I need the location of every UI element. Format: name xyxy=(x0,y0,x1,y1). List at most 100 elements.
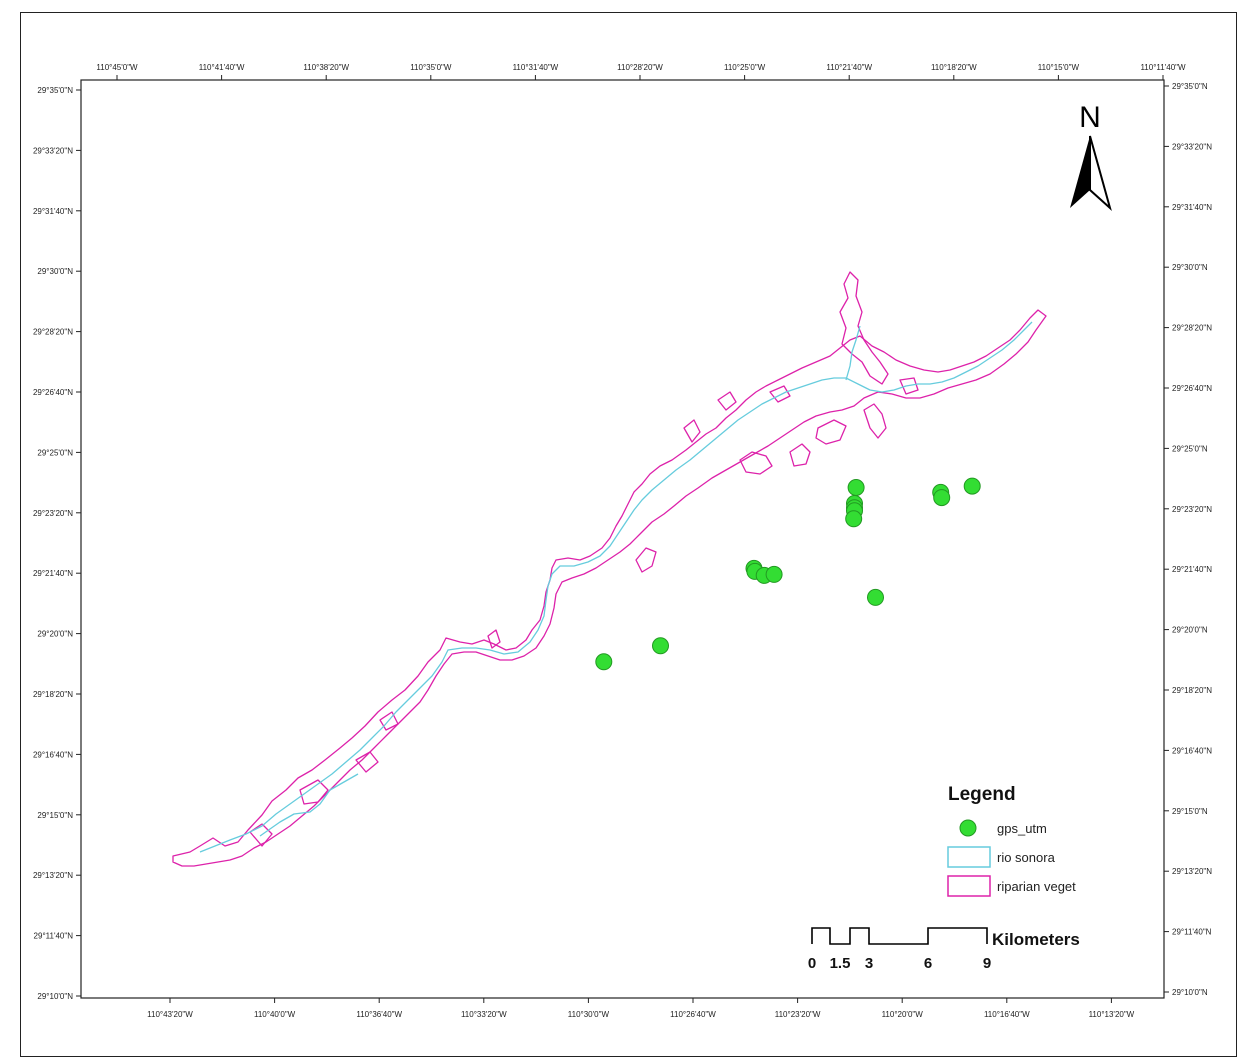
rio-sonora-channel xyxy=(199,321,1033,853)
left-tick-label: 29°20'0"N xyxy=(37,630,73,639)
top-tick-label: 110°31'40"W xyxy=(513,63,559,72)
gps-point xyxy=(765,565,783,583)
left-tick-label: 29°23'20"N xyxy=(33,509,73,518)
right-tick-label: 29°20'0"N xyxy=(1172,626,1208,635)
top-tick-label: 110°35'0"W xyxy=(410,63,452,72)
bottom-tick-label: 110°36'40"W xyxy=(356,1010,402,1019)
north-arrow-icon-outline xyxy=(1089,135,1112,212)
riparian-patch-8 xyxy=(487,629,501,649)
bottom-tick-label: 110°40'0"W xyxy=(254,1010,296,1019)
left-tick-label: 29°26'40"N xyxy=(33,388,73,397)
right-tick-label: 29°21'40"N xyxy=(1172,565,1212,574)
gps-point xyxy=(963,477,981,495)
top-tick-label: 110°15'0"W xyxy=(1038,63,1080,72)
graticule-ticks xyxy=(76,75,1169,1003)
top-tick-label: 110°28'20"W xyxy=(617,63,663,72)
right-tick-label: 29°10'0"N xyxy=(1172,988,1208,997)
legend-river-swatch xyxy=(947,846,991,868)
riparian-vegetation-layer xyxy=(172,271,1047,867)
scale-bar xyxy=(811,927,988,945)
riparian-patch-14 xyxy=(899,377,919,395)
bottom-tick-label: 110°30'0"W xyxy=(568,1010,610,1019)
gps-point xyxy=(847,479,865,496)
riparian-patch-3 xyxy=(815,419,847,445)
gps-point xyxy=(845,510,863,528)
rio-sonora-channel-west xyxy=(259,773,359,837)
top-tick-label: 110°18'20"W xyxy=(931,63,977,72)
right-tick-label: 29°13'20"N xyxy=(1172,867,1212,876)
left-tick-label: 29°28'20"N xyxy=(33,328,73,337)
gps-point xyxy=(595,653,613,671)
legend-riparian-swatch xyxy=(947,875,991,897)
bottom-tick-label: 110°43'20"W xyxy=(147,1010,193,1019)
left-tick-label: 29°30'0"N xyxy=(37,267,73,276)
gps-point xyxy=(867,588,884,606)
riparian-main-outline-north xyxy=(172,309,1047,867)
left-tick-label: 29°25'0"N xyxy=(37,448,73,457)
scale-label-6: 6 xyxy=(924,955,932,972)
riparian-patch-7 xyxy=(717,391,737,411)
legend-item-gps-utm: gps_utm xyxy=(997,821,1047,836)
right-tick-label: 29°11'40"N xyxy=(1172,928,1212,937)
right-tick-label: 29°28'20"N xyxy=(1172,324,1212,333)
legend-item-riparian-veget: riparian veget xyxy=(997,879,1076,894)
left-tick-label: 29°31'40"N xyxy=(33,207,73,216)
left-tick-label: 29°11'40"N xyxy=(34,932,74,941)
left-tick-label: 29°13'20"N xyxy=(33,871,73,880)
riparian-patch-9 xyxy=(299,779,329,805)
north-arrow-icon xyxy=(1070,136,1090,208)
bottom-tick-label: 110°13'20"W xyxy=(1089,1010,1135,1019)
legend-gps-point-icon xyxy=(959,819,977,837)
top-tick-label: 110°11'40"W xyxy=(1140,63,1186,72)
right-tick-label: 29°23'20"N xyxy=(1172,505,1212,514)
riparian-patch-10 xyxy=(355,751,379,773)
scale-bar-line xyxy=(811,927,988,945)
legend-item-rio-sonora: rio sonora xyxy=(997,850,1056,865)
gps-point xyxy=(652,637,669,655)
riparian-patch-11 xyxy=(249,823,273,847)
right-tick-label: 29°15'0"N xyxy=(1172,807,1208,816)
gps-utm-layer xyxy=(595,477,981,671)
left-tick-label: 29°35'0"N xyxy=(37,86,73,95)
left-tick-label: 29°33'20"N xyxy=(33,146,73,155)
left-tick-label: 29°15'0"N xyxy=(37,811,73,820)
north-arrow: N xyxy=(1070,101,1112,212)
right-tick-label: 29°31'40"N xyxy=(1172,203,1212,212)
right-tick-label: 29°18'20"N xyxy=(1172,686,1212,695)
map-neatline xyxy=(80,79,1165,999)
top-tick-label: 110°25'0"W xyxy=(724,63,766,72)
riparian-patch-4 xyxy=(863,403,887,439)
gps-point xyxy=(933,489,951,507)
map-neatline-group xyxy=(80,79,1165,999)
riparian-patch-5 xyxy=(635,547,657,573)
riparian-patch-2 xyxy=(789,443,811,467)
right-tick-label: 29°30'0"N xyxy=(1172,263,1208,272)
north-arrow-label: N xyxy=(1079,101,1101,134)
top-tick-label: 110°38'20"W xyxy=(303,63,349,72)
map-frame xyxy=(20,12,1237,1057)
riparian-patch-1 xyxy=(739,451,773,475)
bottom-tick-label: 110°33'20"W xyxy=(461,1010,507,1019)
scale-label-1-5: 1.5 xyxy=(830,955,851,972)
rio-sonora-layer xyxy=(199,321,1033,853)
scale-label-0: 0 xyxy=(808,955,816,972)
legend-title: Legend xyxy=(948,784,1016,805)
left-tick-label: 29°10'0"N xyxy=(37,992,73,1001)
scale-label-9: 9 xyxy=(983,955,991,972)
right-tick-label: 29°16'40"N xyxy=(1172,746,1212,755)
left-tick-label: 29°18'20"N xyxy=(33,690,73,699)
riparian-tributary-north xyxy=(839,271,889,385)
bottom-tick-label: 110°23'20"W xyxy=(775,1010,821,1019)
top-tick-label: 110°45'0"W xyxy=(96,63,138,72)
left-tick-label: 29°21'40"N xyxy=(33,569,73,578)
graticule-labels: 110°45'0"W 110°41'40"W 110°38'20"W 110°35'0… xyxy=(33,63,1212,1019)
bottom-tick-label: 110°26'40"W xyxy=(670,1010,716,1019)
top-tick-label: 110°41'40"W xyxy=(199,63,245,72)
right-tick-label: 29°33'20"N xyxy=(1172,142,1212,151)
scale-bar-labels: 0 1.5 3 6 9 Kilometers xyxy=(808,930,1080,972)
scale-unit-label: Kilometers xyxy=(992,930,1080,949)
right-tick-label: 29°35'0"N xyxy=(1172,82,1208,91)
bottom-tick-label: 110°16'40"W xyxy=(984,1010,1030,1019)
riparian-patch-13 xyxy=(769,385,791,403)
